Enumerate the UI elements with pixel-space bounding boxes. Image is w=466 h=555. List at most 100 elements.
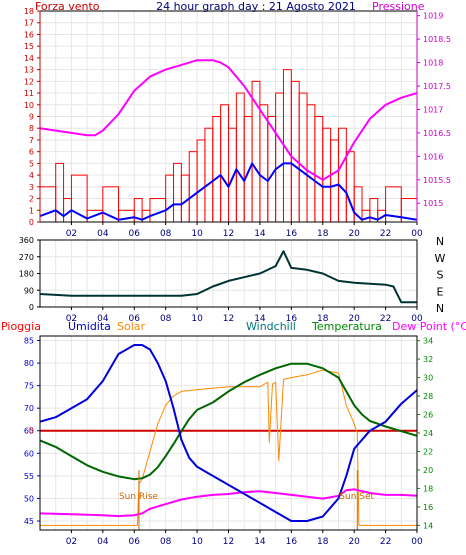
gust-bar — [298, 92, 308, 223]
x-tick-label: 20 — [348, 229, 360, 239]
y2-tick-label: 24 — [423, 429, 433, 438]
x-tick-label: 00 — [411, 314, 423, 324]
y2-tick-label: 16 — [423, 503, 433, 512]
x-tick-label: 14 — [254, 537, 266, 547]
solar-label: Solar — [117, 320, 146, 333]
x-tick-label: 16 — [286, 537, 298, 547]
compass-label: E — [437, 285, 444, 298]
windchill-label: Windchill — [246, 320, 296, 333]
pressure-axis-title: Pressione — [372, 0, 425, 13]
y-tick-label: 14 — [24, 54, 34, 63]
x-tick-label: 18 — [317, 537, 329, 547]
y2-tick-label: 1018.5 — [423, 35, 451, 44]
pressure-line — [39, 59, 418, 181]
gust-bar — [196, 139, 206, 223]
x-tick-label: 00 — [411, 537, 423, 547]
temperature-label: Temperatura — [311, 320, 382, 333]
x-tick-label: 16 — [286, 229, 298, 239]
y2-tick-label: 1019 — [423, 12, 443, 21]
x-tick-label: 18 — [317, 314, 329, 324]
x-axis-panel2: 02 04 06 08 10 12 14 16 18 20 22 00 — [66, 307, 423, 324]
y2-tick-label: 20 — [423, 466, 433, 475]
y2-tick-label: 1018 — [423, 59, 443, 68]
y-tick-label: 85 — [24, 337, 34, 346]
x-tick-label: 00 — [411, 229, 423, 239]
gust-bar — [330, 139, 339, 223]
x-tick-label: 12 — [223, 314, 234, 324]
rain-label: Pioggia — [1, 320, 41, 333]
compass-label: W — [435, 252, 446, 265]
x-tick-label: 04 — [97, 537, 109, 547]
compass-label: N — [436, 302, 444, 315]
y2-tick-label: 22 — [423, 447, 433, 456]
x-tick-label: 08 — [160, 229, 172, 239]
solar-line — [40, 369, 417, 526]
y2-tick-label: 28 — [423, 392, 433, 401]
y-tick-label: 0 — [29, 218, 34, 227]
y-tick-label: 18 — [24, 7, 34, 16]
y-tick-label: 16 — [24, 30, 34, 39]
y-tick-label: 2 — [29, 195, 34, 204]
x-tick-label: 18 — [317, 229, 329, 239]
y2-tick-label: 34 — [423, 337, 433, 346]
rain-zero-label: 0 — [29, 427, 34, 436]
x-axis-panel3: 02 04 06 08 10 12 14 16 18 20 22 00 — [66, 530, 423, 547]
x-tick-label: 08 — [160, 537, 172, 547]
y-tick-label: 50 — [24, 494, 34, 503]
y-tick-label: 70 — [24, 404, 34, 413]
x-tick-label: 12 — [223, 229, 234, 239]
x-tick-label: 14 — [254, 229, 266, 239]
x-tick-label: 16 — [286, 314, 298, 324]
y2-tick-label: 18 — [423, 484, 433, 493]
y-tick-label: 90 — [24, 286, 34, 295]
dewpoint-label: Dew Point (°C) — [392, 320, 466, 333]
y-tick-label: 45 — [24, 517, 34, 526]
y2-tick-label: 1015 — [423, 199, 443, 208]
temperature-line — [39, 362, 418, 481]
compass-label: N — [436, 235, 444, 248]
x-tick-label: 22 — [380, 537, 391, 547]
wind-direction-line — [39, 250, 417, 304]
x-tick-label: 04 — [97, 229, 109, 239]
y-tick-label: 17 — [24, 19, 34, 28]
x-tick-label: 22 — [380, 229, 391, 239]
sunrise-label: Sun Rise — [119, 492, 158, 502]
dewpoint-line — [39, 488, 418, 518]
y-tick-label: 55 — [24, 472, 34, 481]
wind-speed-line — [39, 162, 418, 221]
x-tick-label: 06 — [129, 314, 141, 324]
compass-label: S — [437, 269, 444, 282]
y-tick-label: 10 — [24, 101, 34, 110]
y-tick-label: 12 — [24, 77, 34, 86]
y-tick-label: 8 — [29, 124, 34, 133]
y-tick-label: 65 — [24, 427, 34, 436]
gust-bar — [173, 162, 182, 223]
x-tick-label: 12 — [223, 537, 234, 547]
y-tick-label: 360 — [19, 236, 34, 245]
x-tick-label: 02 — [66, 229, 77, 239]
y2-tick-label: 26 — [423, 411, 433, 420]
humidity-label: Umidita — [68, 320, 111, 333]
chart-title: 24 hour graph day : 21 Agosto 2021 — [156, 0, 356, 13]
y-tick-label: 3 — [29, 183, 34, 192]
x-tick-label: 10 — [191, 537, 203, 547]
x-tick-label: 02 — [66, 537, 77, 547]
y-tick-label: 13 — [24, 66, 34, 75]
x-tick-label: 20 — [348, 537, 360, 547]
y-tick-label: 4 — [29, 171, 34, 180]
y-tick-label: 0 — [29, 303, 34, 312]
y-tick-label: 7 — [29, 136, 34, 145]
y-tick-label: 11 — [24, 89, 34, 98]
x-tick-label: 02 — [66, 314, 77, 324]
y-tick-label: 180 — [19, 270, 34, 279]
y-tick-label: 5 — [29, 159, 34, 168]
x-tick-label: 08 — [160, 314, 172, 324]
y-tick-label: 9 — [29, 113, 34, 122]
y-tick-label: 75 — [24, 382, 34, 391]
y2-tick-label: 1017.5 — [423, 82, 451, 91]
gust-bar — [212, 116, 222, 223]
x-axis-panel1: 02 04 06 08 10 12 14 16 18 20 22 00 — [66, 222, 423, 239]
x-tick-label: 14 — [254, 314, 266, 324]
